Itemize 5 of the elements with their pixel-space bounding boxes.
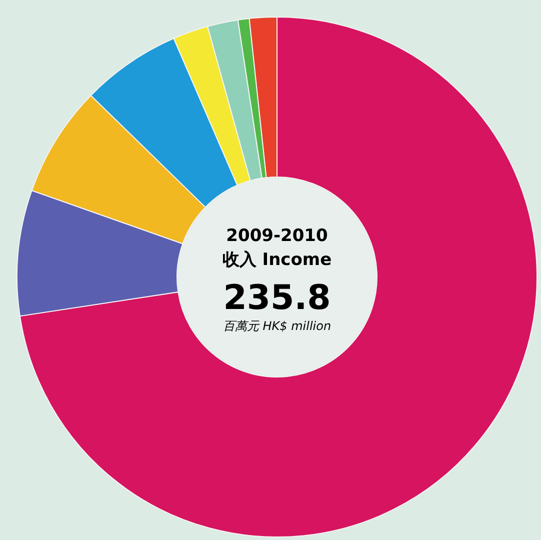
text: 收入 Income <box>222 250 332 270</box>
text: 百萬元 HK$ million <box>222 319 332 333</box>
donut-slice <box>19 16 538 538</box>
text: 235.8 <box>223 278 331 318</box>
text: 2009-2010 <box>226 226 328 246</box>
